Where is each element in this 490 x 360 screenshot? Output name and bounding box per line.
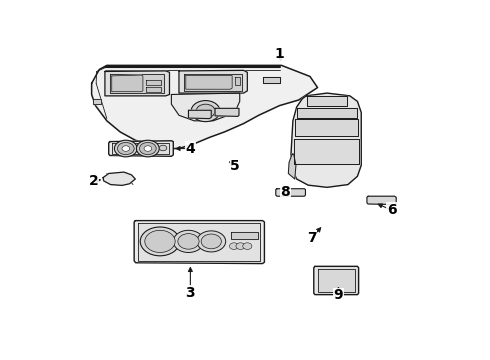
Polygon shape	[109, 141, 173, 156]
Polygon shape	[189, 110, 211, 118]
Polygon shape	[288, 154, 296, 179]
Polygon shape	[294, 139, 359, 164]
Circle shape	[140, 143, 156, 155]
Polygon shape	[93, 99, 101, 104]
Text: 2: 2	[89, 174, 98, 188]
Polygon shape	[235, 77, 241, 85]
Circle shape	[178, 234, 199, 249]
Polygon shape	[146, 80, 161, 85]
Circle shape	[145, 230, 175, 252]
Circle shape	[191, 100, 220, 122]
Polygon shape	[184, 74, 242, 91]
Circle shape	[229, 243, 239, 249]
Polygon shape	[134, 221, 265, 264]
Text: 6: 6	[387, 203, 396, 217]
Circle shape	[201, 234, 221, 249]
Polygon shape	[103, 172, 135, 185]
Polygon shape	[367, 196, 396, 204]
Circle shape	[173, 230, 204, 252]
Text: 1: 1	[275, 47, 285, 61]
Polygon shape	[146, 87, 161, 92]
Polygon shape	[110, 74, 164, 93]
Circle shape	[159, 145, 167, 151]
Polygon shape	[307, 96, 347, 105]
Polygon shape	[112, 143, 170, 154]
Text: 5: 5	[230, 159, 240, 173]
Polygon shape	[138, 223, 260, 261]
Circle shape	[115, 140, 137, 157]
Polygon shape	[276, 189, 305, 196]
Polygon shape	[231, 232, 258, 239]
Text: 9: 9	[334, 288, 343, 302]
Circle shape	[236, 243, 245, 249]
Polygon shape	[105, 71, 170, 96]
Polygon shape	[186, 76, 232, 89]
Polygon shape	[318, 269, 355, 292]
Circle shape	[140, 227, 180, 256]
Circle shape	[136, 140, 159, 157]
Polygon shape	[297, 108, 357, 118]
Text: 7: 7	[307, 231, 317, 245]
Text: 4: 4	[186, 141, 195, 156]
Polygon shape	[291, 93, 361, 187]
Polygon shape	[172, 93, 240, 121]
Text: 3: 3	[186, 286, 195, 300]
Polygon shape	[112, 75, 143, 92]
Polygon shape	[215, 108, 239, 116]
Polygon shape	[92, 66, 318, 149]
Text: 8: 8	[280, 185, 290, 199]
Circle shape	[196, 104, 215, 118]
Polygon shape	[179, 70, 247, 93]
Circle shape	[144, 146, 151, 151]
Polygon shape	[263, 77, 280, 84]
Circle shape	[122, 146, 130, 151]
Circle shape	[243, 243, 252, 249]
Polygon shape	[314, 266, 359, 294]
Circle shape	[197, 231, 226, 252]
Circle shape	[118, 143, 134, 155]
Polygon shape	[295, 120, 358, 136]
